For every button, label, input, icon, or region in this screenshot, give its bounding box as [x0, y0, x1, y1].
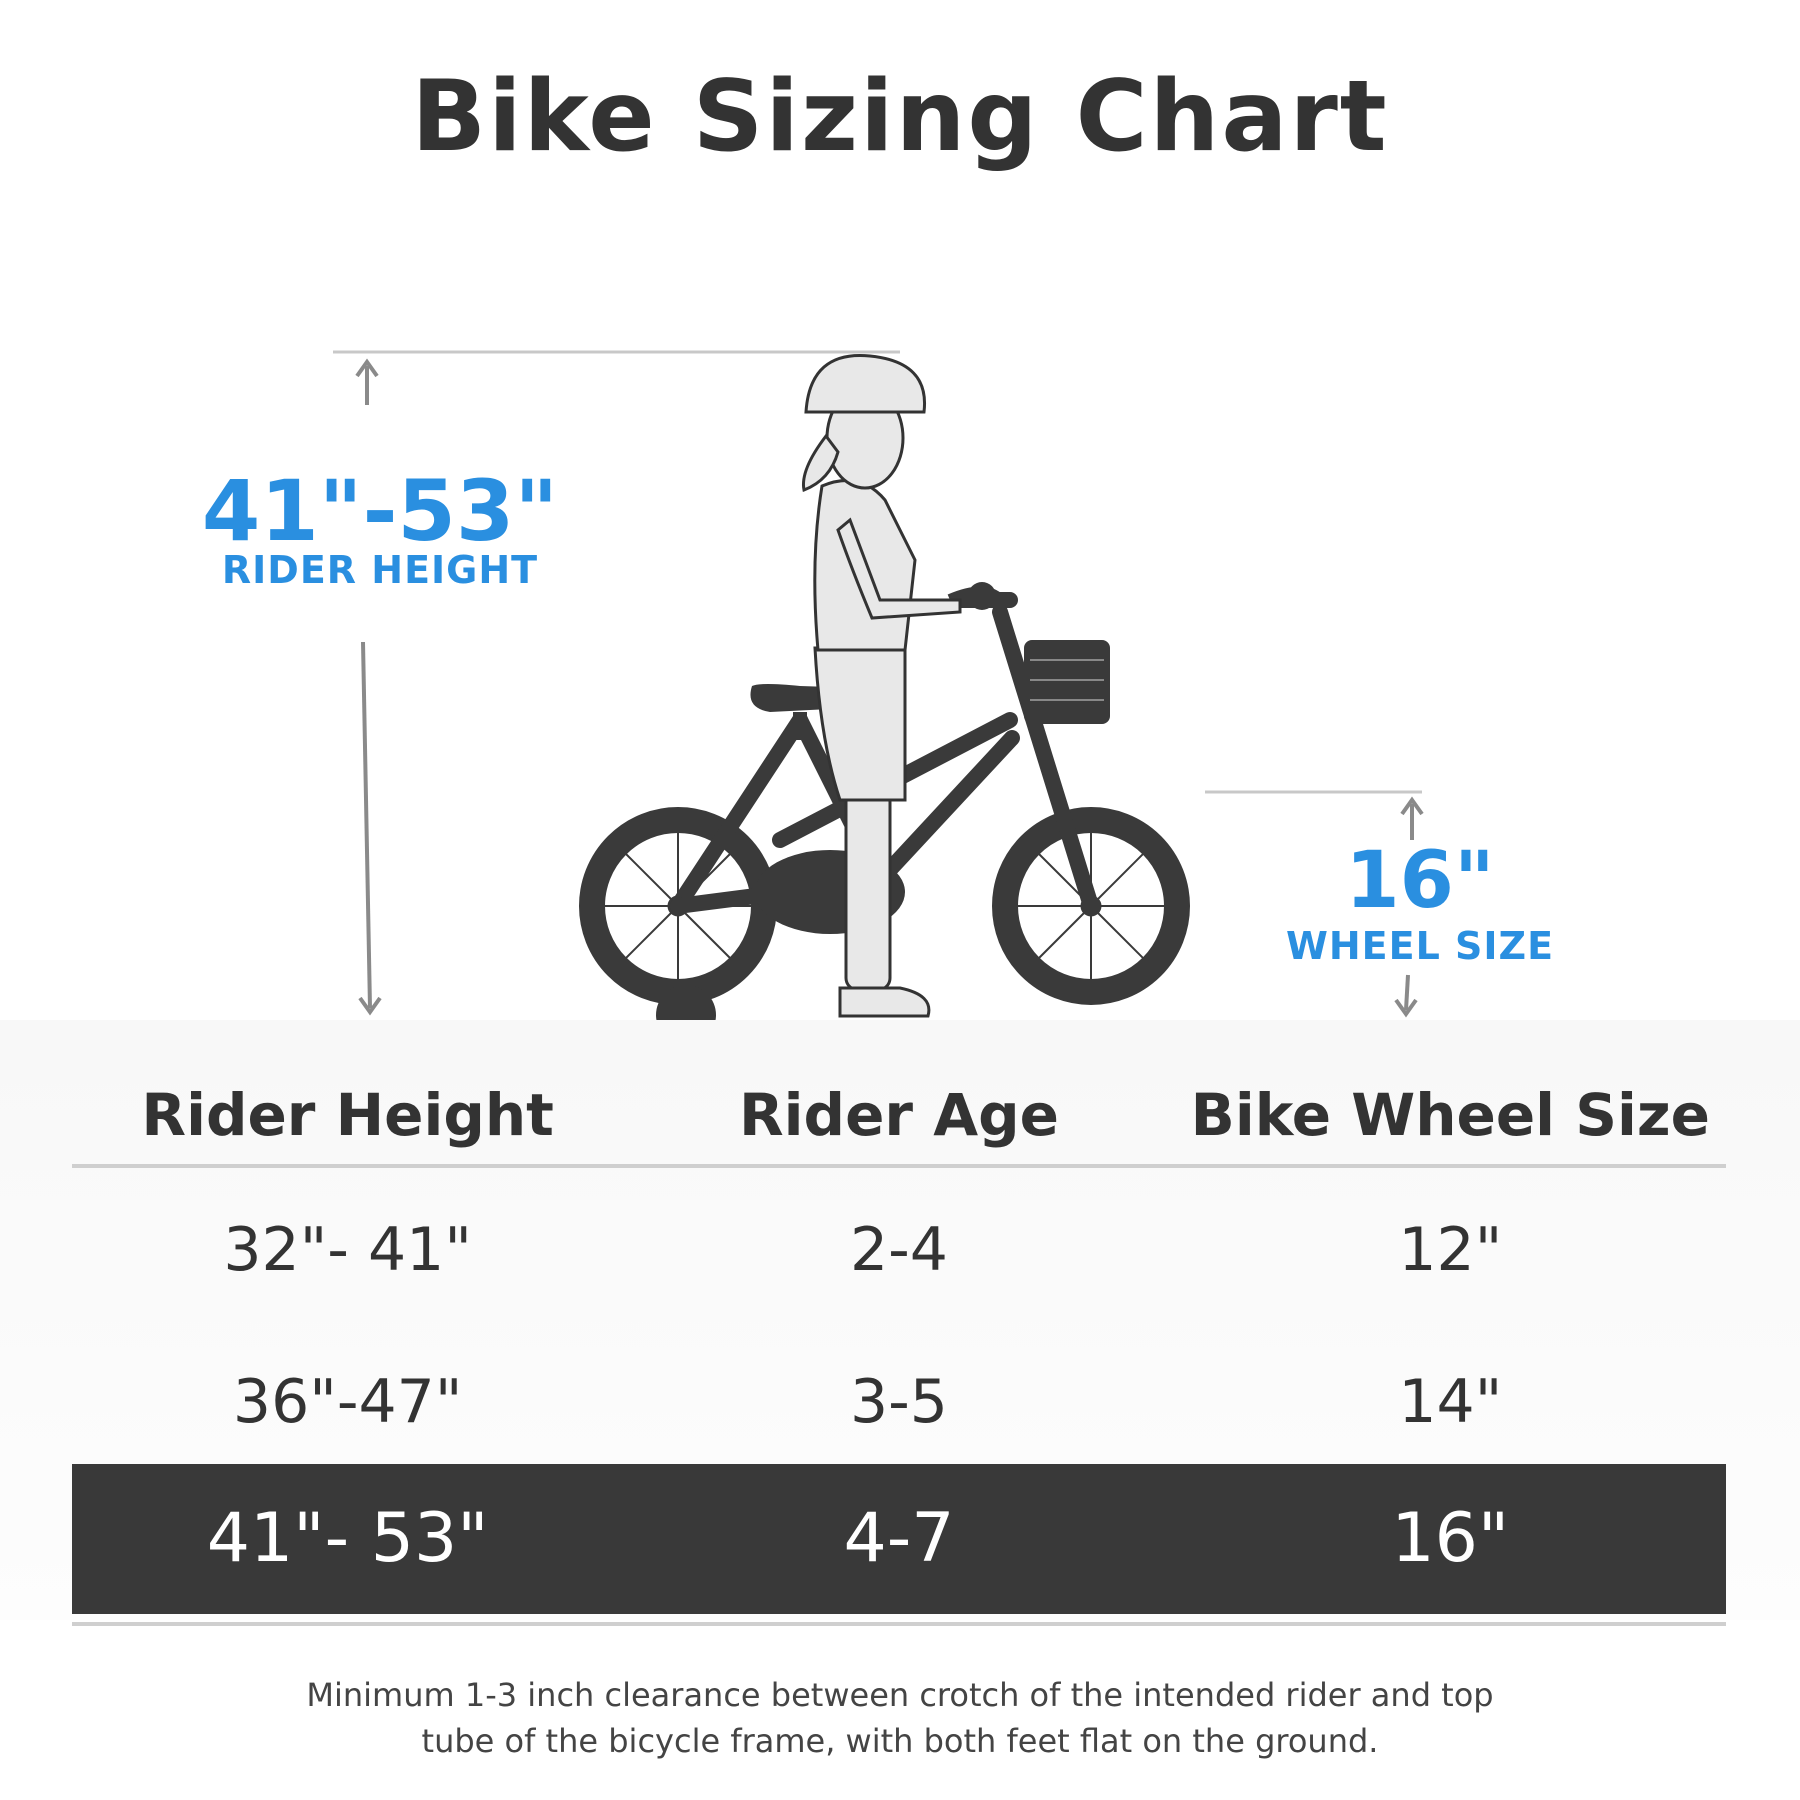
cell-rider-height: 32"- 41" [223, 1215, 472, 1285]
arrow-up-icon [355, 358, 379, 405]
arrow-down-icon [358, 641, 382, 1016]
cell-wheel-size: 16" [1391, 1499, 1510, 1578]
header-rider-height: Rider Height [141, 1081, 554, 1149]
wheel-size-value: 16" [1345, 836, 1495, 926]
table-row: 32"- 41" 2-4 12" [72, 1180, 1726, 1320]
footnote-line-1: Minimum 1-3 inch clearance between crotc… [306, 1676, 1494, 1714]
footnote-line-2: tube of the bicycle frame, with both fee… [421, 1722, 1379, 1760]
child-rider-illustration [801, 353, 962, 1018]
header-divider [72, 1164, 1726, 1168]
header-rider-age: Rider Age [739, 1081, 1059, 1149]
cell-rider-age: 4-7 [843, 1499, 955, 1578]
table-row-highlighted: 41"- 53" 4-7 16" [72, 1464, 1726, 1614]
sizing-table-header: Rider Height Rider Age Bike Wheel Size [72, 1070, 1726, 1160]
page-title: Bike Sizing Chart [411, 60, 1389, 174]
rider-height-label: RIDER HEIGHT [221, 548, 539, 592]
cell-wheel-size: 12" [1398, 1215, 1503, 1285]
table-bottom-divider [72, 1622, 1726, 1626]
wheel-size-label: WHEEL SIZE [1285, 924, 1555, 968]
cell-rider-height: 36"-47" [232, 1367, 463, 1437]
arrow-down-icon [1394, 974, 1418, 1018]
cell-rider-age: 3-5 [849, 1367, 948, 1437]
wheel-size-guide [1205, 790, 1424, 1018]
cell-rider-height: 41"- 53" [206, 1499, 489, 1578]
cell-wheel-size: 14" [1398, 1367, 1503, 1437]
table-row: 36"-47" 3-5 14" [72, 1332, 1726, 1472]
header-bike-wheel-size: Bike Wheel Size [1190, 1081, 1711, 1149]
arrow-up-icon [1400, 796, 1424, 840]
rider-height-value: 41"-53" [201, 462, 559, 560]
rider-height-guide [333, 350, 900, 1016]
clearance-footnote: Minimum 1-3 inch clearance between crotc… [300, 1672, 1500, 1764]
cell-rider-age: 2-4 [849, 1215, 948, 1285]
